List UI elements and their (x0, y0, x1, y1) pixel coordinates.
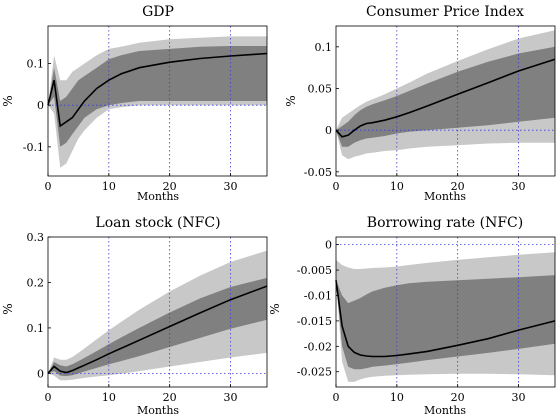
x-tick-label: 20 (163, 180, 177, 193)
x-tick-label: 10 (390, 180, 404, 193)
panel-cpi: Consumer Price Index % Months 0 10 20 30 -0.… (284, 4, 556, 203)
x-tick-label: 10 (390, 391, 404, 404)
y-tick-label: 0 (325, 124, 332, 137)
y-tick-label: -0.1 (23, 141, 44, 154)
y-tick-label: 0.1 (315, 41, 333, 54)
panel-borrowing-rate: Borrowing rate (NFC) % Months 0 10 20 30 -0.… (268, 215, 556, 417)
y-axis-label: % (1, 95, 15, 106)
x-tick-label: 0 (45, 180, 52, 193)
axes-frame (335, 236, 556, 388)
x-tick-label: 10 (102, 180, 116, 193)
panel-title: Borrowing rate (NFC) (367, 215, 523, 231)
band-68 (48, 46, 267, 147)
y-axis-label: % (284, 95, 298, 106)
y-tick-label: 0.1 (27, 322, 45, 335)
x-tick-label: 20 (451, 391, 465, 404)
y-tick-label: -0.02 (304, 340, 332, 353)
x-axis-label: Months (424, 190, 466, 203)
band-68 (48, 277, 267, 377)
median-line (47, 285, 268, 374)
x-tick-label: 0 (333, 180, 340, 193)
x-tick-label: 10 (102, 391, 116, 404)
y-tick-label: 0 (37, 367, 44, 380)
y-tick-label: 0.1 (27, 58, 45, 71)
y-tick-label: 0.2 (27, 276, 45, 289)
axes-frame (47, 236, 268, 388)
panel-title: GDP (142, 4, 174, 20)
median-line (335, 58, 556, 138)
x-tick-label: 30 (224, 391, 238, 404)
plot-area: 0 10 20 30 0 0.1 0.2 0.3 (27, 231, 268, 404)
panel-title: Consumer Price Index (366, 4, 524, 20)
x-tick-label: 30 (224, 180, 238, 193)
y-tick-label: -0.005 (297, 264, 332, 277)
y-axis-label: % (268, 303, 282, 314)
y-tick-label: -0.01 (304, 289, 332, 302)
x-tick-label: 20 (451, 180, 465, 193)
y-tick-label: -0.015 (297, 315, 332, 328)
y-tick-label: -0.025 (297, 366, 332, 379)
axes-frame (335, 25, 556, 177)
y-tick-label: 0.3 (27, 231, 45, 244)
x-tick-label: 20 (163, 391, 177, 404)
x-axis-label: Months (137, 404, 179, 417)
y-tick-label: 0.05 (308, 83, 333, 96)
x-tick-label: 0 (45, 391, 52, 404)
y-tick-label: 0 (37, 99, 44, 112)
panel-loan-stock: Loan stock (NFC) % Months 0 10 20 30 0 0.1 0.2… (1, 215, 268, 417)
y-tick-label: -0.05 (304, 166, 332, 179)
x-tick-label: 30 (512, 180, 526, 193)
panel-title: Loan stock (NFC) (95, 215, 220, 231)
plot-area: 0 10 20 30 -0.025 -0.02 -0.015 -0.01 -0.005 0 (297, 236, 556, 404)
axes-frame (47, 25, 268, 177)
plot-area: 0 10 20 30 -0.1 0 0.1 (23, 25, 268, 193)
x-tick-label: 30 (512, 391, 526, 404)
x-axis-label: Months (424, 404, 466, 417)
median-line (47, 52, 268, 128)
band-68 (336, 46, 555, 147)
median-line (335, 280, 556, 358)
y-axis-label: % (1, 303, 15, 314)
x-axis-label: Months (137, 190, 179, 203)
band-68 (336, 275, 555, 370)
y-tick-label: 0 (325, 239, 332, 252)
x-tick-label: 0 (333, 391, 340, 404)
panel-gdp: GDP % Months 0 10 20 30 -0.1 0 0.1 (1, 4, 268, 203)
